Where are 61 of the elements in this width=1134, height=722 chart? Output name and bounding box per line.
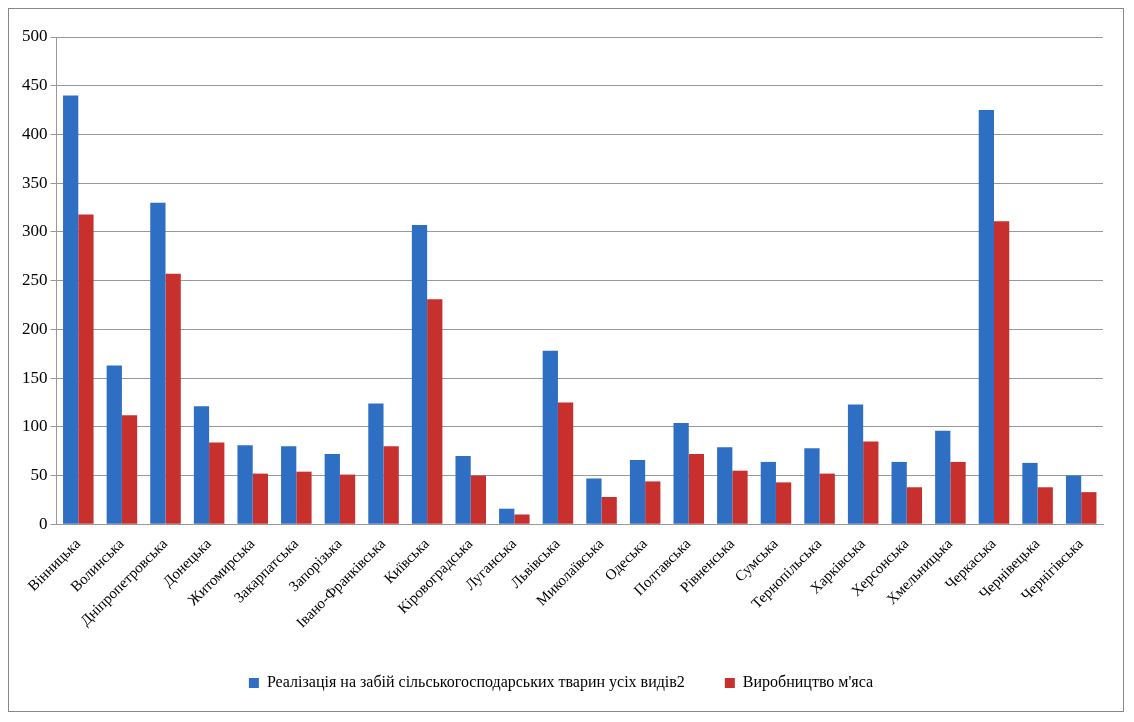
- bar: [106, 365, 122, 524]
- bar: [586, 478, 602, 524]
- bar: [601, 497, 617, 524]
- bar: [629, 459, 646, 524]
- bar: [514, 514, 530, 524]
- bar: [209, 442, 225, 524]
- bar: [906, 487, 923, 524]
- y-tick-label: 450: [22, 75, 48, 95]
- bar: [237, 445, 253, 524]
- bar: [368, 403, 384, 524]
- bar: [891, 461, 907, 524]
- y-tick-label: 50: [30, 465, 48, 485]
- bar: [673, 422, 689, 524]
- bar: [775, 482, 792, 524]
- bar: [78, 214, 94, 524]
- y-tick-label: 350: [22, 172, 48, 192]
- bar: [296, 471, 312, 524]
- bar: [1037, 487, 1053, 524]
- bar: [645, 481, 661, 524]
- bar: [732, 470, 748, 524]
- legend-label: Виробництво м'яса: [742, 673, 874, 692]
- bar: [1081, 492, 1097, 524]
- y-tick-label: 150: [22, 367, 48, 387]
- y-tick-label: 100: [22, 416, 48, 436]
- bar: [847, 404, 864, 524]
- bar: [165, 273, 181, 524]
- bar: [1065, 475, 1082, 524]
- bar: [324, 454, 340, 524]
- y-tick-label: 0: [39, 513, 48, 533]
- bar: [339, 474, 356, 524]
- bar: [63, 95, 79, 524]
- bar: [717, 447, 733, 524]
- bar: [427, 299, 443, 524]
- bar: [950, 461, 966, 524]
- bar: [470, 475, 486, 524]
- bar: [1022, 462, 1038, 524]
- bar: [760, 461, 776, 524]
- y-tick-label: 200: [22, 318, 48, 338]
- bar: [252, 473, 268, 524]
- bar: [281, 446, 297, 524]
- bar: [150, 202, 166, 524]
- bar: [499, 508, 515, 524]
- bar: [557, 402, 574, 524]
- bar: [688, 454, 705, 524]
- bar: [993, 221, 1010, 524]
- bar: [542, 350, 558, 524]
- bar: [978, 110, 994, 524]
- y-tick-label: 250: [22, 270, 48, 290]
- bar: [455, 456, 471, 524]
- bar: [935, 430, 951, 524]
- bar: [411, 225, 428, 524]
- y-tick-label: 300: [22, 221, 48, 241]
- bar: [804, 448, 820, 524]
- bar: [863, 441, 879, 524]
- y-tick-label: 500: [22, 26, 48, 46]
- y-tick-label: 400: [22, 123, 48, 143]
- bar: [819, 473, 835, 524]
- bar: [193, 406, 210, 524]
- bar: [121, 415, 138, 524]
- legend-label: Реалізація на забій сільськогосподарських тварин усіх видів2: [266, 673, 685, 692]
- bar: [383, 446, 399, 524]
